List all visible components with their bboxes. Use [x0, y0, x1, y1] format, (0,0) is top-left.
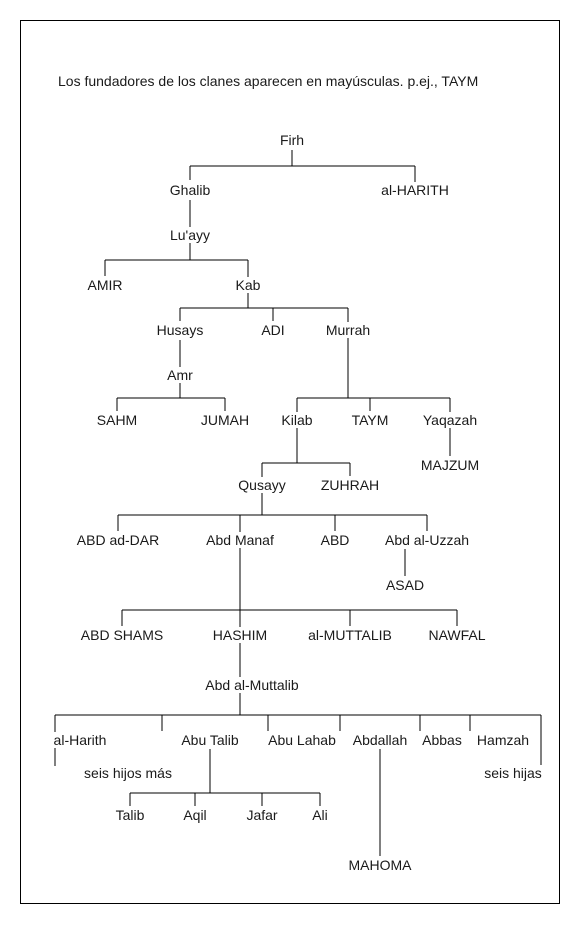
tree-node-aqil: Aqil — [181, 807, 208, 823]
tree-node-kilab: Kilab — [279, 412, 314, 428]
tree-node-almuttalib: al-MUTTALIB — [306, 627, 394, 643]
tree-node-husays: Husays — [155, 322, 206, 338]
caption-text: Los fundadores de los clanes aparecen en… — [58, 73, 478, 89]
tree-node-asad: ASAD — [384, 577, 426, 593]
tree-node-jumah: JUMAH — [199, 412, 251, 428]
tree-node-firh: Firh — [278, 132, 306, 148]
tree-node-abulahab: Abu Lahab — [266, 732, 338, 748]
tree-node-abdaddar: ABD ad-DAR — [75, 532, 161, 548]
tree-node-abd: ABD — [319, 532, 352, 548]
tree-node-ghalib: Ghalib — [168, 182, 212, 198]
tree-node-alharith: al-HARITH — [379, 182, 451, 198]
tree-node-adi: ADI — [259, 322, 286, 338]
tree-node-zuhrah: ZUHRAH — [319, 477, 381, 493]
tree-node-abdalmuttalib: Abd al-Muttalib — [203, 677, 300, 693]
tree-node-murrah: Murrah — [324, 322, 372, 338]
page-root: Los fundadores de los clanes aparecen en… — [0, 0, 584, 928]
tree-node-nawfal: NAWFAL — [426, 627, 487, 643]
tree-node-talib: Talib — [114, 807, 147, 823]
tree-node-kab: Kab — [234, 277, 263, 293]
tree-node-hashim: HASHIM — [211, 627, 269, 643]
tree-node-amir: AMIR — [86, 277, 125, 293]
tree-node-sahm: SAHM — [95, 412, 139, 428]
tree-node-hamzah: Hamzah — [475, 732, 531, 748]
tree-node-seishijosmas: seis hijos más — [82, 765, 174, 781]
tree-node-abdallah: Abdallah — [351, 732, 410, 748]
tree-node-ali: Ali — [310, 807, 330, 823]
tree-node-abdmanaf: Abd Manaf — [204, 532, 276, 548]
tree-node-alharith2: al-Harith — [52, 732, 109, 748]
tree-node-taym: TAYM — [350, 412, 391, 428]
tree-node-qusayy: Qusayy — [236, 477, 287, 493]
tree-node-amr: Amr — [165, 367, 195, 383]
tree-node-jafar: Jafar — [244, 807, 279, 823]
tree-node-abbas: Abbas — [420, 732, 464, 748]
tree-node-mahoma: MAHOMA — [347, 857, 414, 873]
tree-node-abdshams: ABD SHAMS — [79, 627, 165, 643]
tree-node-abdaluzzah: Abd al-Uzzah — [383, 532, 471, 548]
tree-node-yaqazah: Yaqazah — [421, 412, 479, 428]
tree-node-luayy: Lu'ayy — [168, 227, 212, 243]
tree-node-seishijas: seis hijas — [482, 765, 544, 781]
tree-node-majzum: MAJZUM — [419, 457, 481, 473]
tree-node-abutalib: Abu Talib — [179, 732, 240, 748]
